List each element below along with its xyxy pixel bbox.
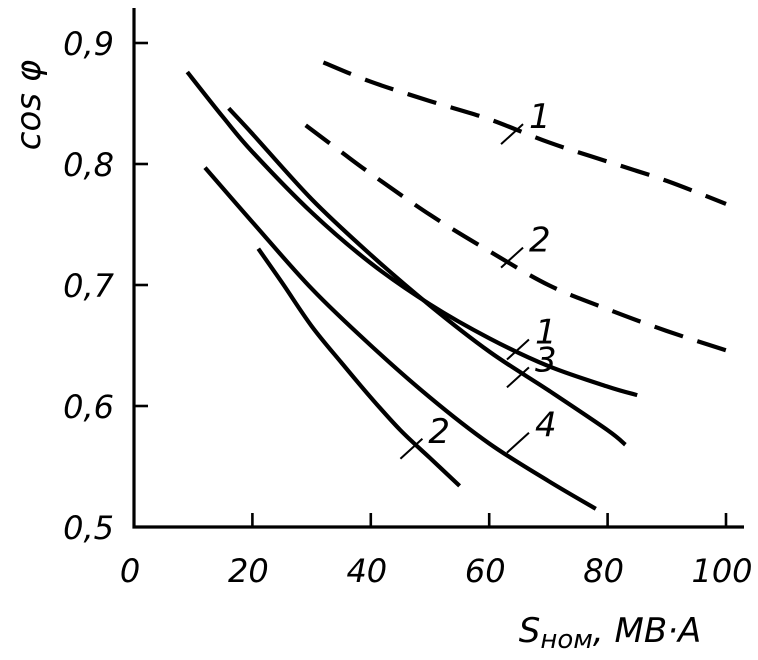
y-tick-label: 0,9 [63, 25, 114, 63]
series-line-solid-2 [256, 247, 462, 488]
x-tick-label: 80 [583, 552, 624, 590]
curve-leader [500, 123, 524, 145]
x-axis-symbol: S [519, 611, 541, 651]
curve-label-solid-3: 3 [535, 340, 557, 380]
x-axis-unit: , МВ·А [593, 611, 701, 651]
series-line-solid-4 [203, 166, 597, 511]
y-axis-title: cos φ [9, 59, 49, 150]
axes: 0 20 40 60 80 100 0,5 0,6 0,7 0,8 0,9 [63, 8, 753, 590]
series-group [185, 60, 727, 511]
x-axis-title: Sном, МВ·А [519, 611, 701, 655]
curve-leader [500, 246, 524, 269]
series-line-dashed-1 [322, 60, 727, 206]
curve-leader [506, 338, 530, 361]
series-line-solid-1 [185, 70, 638, 398]
curve-leader [506, 366, 530, 389]
x-tick-label: 0 [120, 552, 140, 590]
curve-leader [506, 431, 530, 454]
series-line-solid-3 [227, 106, 627, 447]
x-tick-label: 100 [691, 552, 752, 590]
y-tick-label: 0,5 [63, 509, 114, 547]
x-axis-subscript: ном [540, 625, 593, 655]
curve-label-solid-2: 2 [428, 412, 450, 452]
x-tick-label: 20 [228, 552, 269, 590]
x-tick-label: 40 [346, 552, 387, 590]
axis-frame [132, 8, 744, 529]
y-tick-label: 0,7 [63, 267, 115, 305]
curve-label-solid-4: 4 [535, 406, 557, 446]
series-line-dashed-2 [304, 123, 727, 353]
x-tick-label: 60 [465, 552, 506, 590]
curve-leader [399, 438, 424, 460]
curve-label-solid-1: 1 [535, 313, 557, 353]
curve-label-dashed-1: 1 [529, 97, 551, 137]
curve-label-dashed-2: 2 [529, 221, 551, 261]
y-tick-label: 0,8 [63, 146, 114, 184]
y-tick-label: 0,6 [63, 388, 114, 426]
